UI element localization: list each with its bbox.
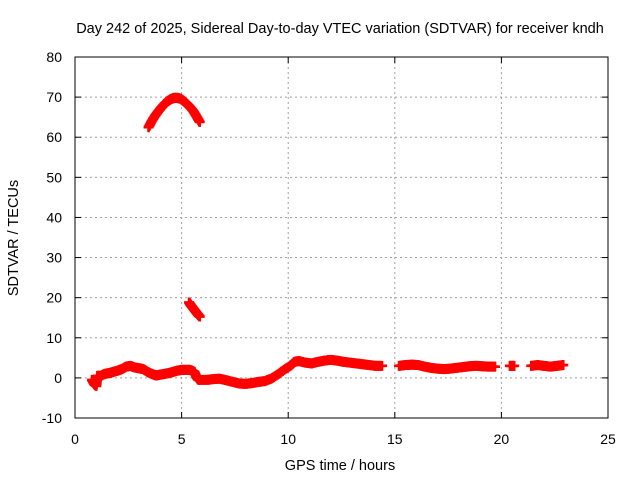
- plot-frame: [74, 56, 609, 419]
- series-3: [184, 297, 205, 322]
- y-tick-label: 50: [46, 169, 62, 185]
- y-tick-label: 0: [54, 370, 62, 386]
- data-point: [490, 361, 501, 372]
- y-tick-label: 40: [46, 209, 62, 225]
- data-point: [194, 311, 205, 322]
- y-tick-label: 80: [46, 49, 62, 65]
- x-tick-label: 5: [178, 431, 186, 447]
- y-tick-label: 70: [46, 89, 62, 105]
- x-axis-label: GPS time / hours: [285, 458, 395, 474]
- y-axis: -10 0 10 20 30 40 50 60 70 80: [42, 49, 608, 426]
- y-axis-label: SDTVAR / TECUs: [6, 180, 22, 296]
- data-series: [87, 92, 569, 391]
- series-1: [87, 354, 569, 391]
- data-point: [377, 360, 388, 371]
- y-tick-label: 20: [46, 290, 62, 306]
- y-tick-label: -10: [42, 410, 62, 426]
- x-tick-label: 10: [280, 431, 296, 447]
- y-tick-label: 10: [46, 330, 62, 346]
- series-2: [143, 92, 205, 133]
- x-tick-label: 25: [600, 431, 616, 447]
- y-tick-label: 60: [46, 129, 62, 145]
- x-tick-label: 20: [494, 431, 510, 447]
- data-point: [194, 116, 205, 127]
- y-tick-label: 30: [46, 250, 62, 266]
- data-point: [509, 360, 520, 371]
- x-tick-label: 15: [387, 431, 403, 447]
- x-axis: 0 5 10 15 20 25: [71, 57, 616, 447]
- grid: [75, 57, 608, 418]
- data-point: [558, 360, 569, 371]
- x-tick-label: 0: [71, 431, 79, 447]
- chart-title: Day 242 of 2025, Sidereal Day-to-day VTE…: [76, 21, 604, 37]
